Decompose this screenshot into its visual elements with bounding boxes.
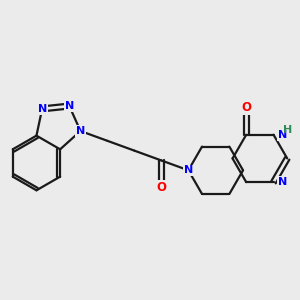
Text: N: N bbox=[278, 177, 287, 187]
Text: H: H bbox=[284, 125, 292, 135]
Text: O: O bbox=[241, 101, 251, 114]
Text: N: N bbox=[65, 101, 74, 111]
Text: N: N bbox=[76, 126, 85, 136]
Text: N: N bbox=[184, 165, 193, 175]
Text: O: O bbox=[156, 181, 167, 194]
Text: N: N bbox=[38, 104, 47, 114]
Text: N: N bbox=[278, 130, 287, 140]
